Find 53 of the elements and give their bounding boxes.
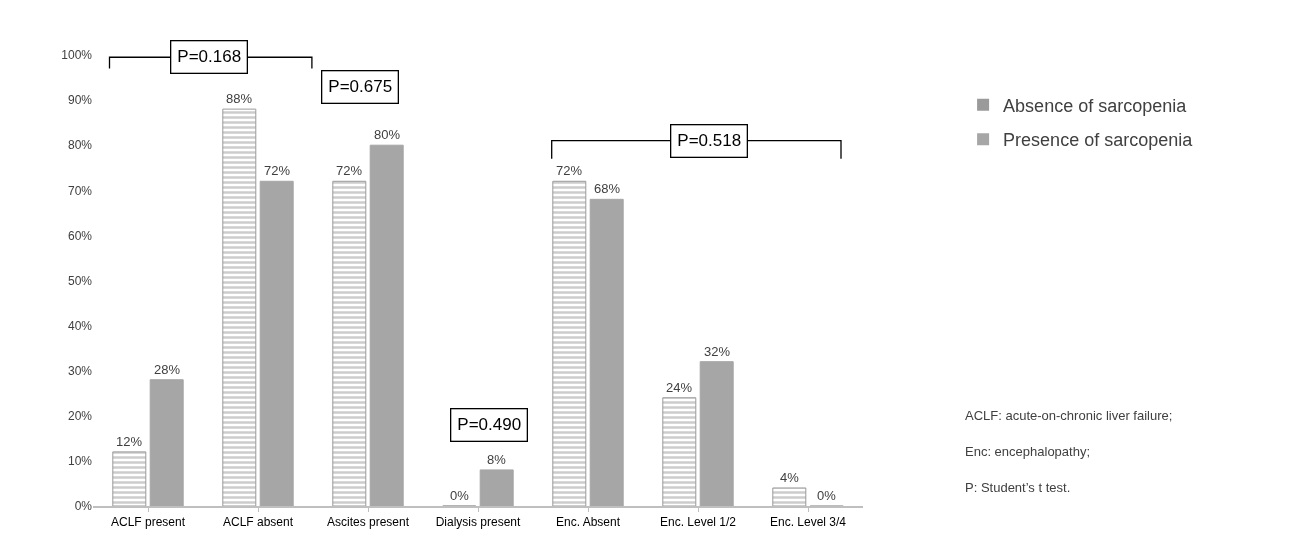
text: P: Student’s t test.	[965, 480, 1071, 495]
y-tick-label: 50%	[67, 273, 93, 288]
data-label: 8%	[487, 452, 507, 467]
y-tick-label: 10%	[67, 454, 93, 469]
bar	[479, 469, 514, 506]
y-tick-label: 80%	[67, 138, 93, 153]
y-tick-label: 70%	[67, 183, 93, 198]
y-tick-label: 20%	[67, 409, 93, 423]
bar	[772, 487, 807, 506]
bar	[149, 379, 184, 506]
annotation: P=0.675	[328, 77, 393, 97]
data-label: 80%	[374, 127, 401, 142]
data-label: 72%	[336, 163, 363, 178]
bar	[369, 144, 404, 506]
text: Enc: encephalopathy;	[965, 444, 1091, 459]
data-label: 68%	[594, 181, 621, 196]
legend-label: Presence of sarcopenia	[1003, 130, 1194, 151]
annotation: P=0.518	[677, 131, 742, 151]
bar	[332, 180, 367, 506]
bar	[552, 180, 587, 506]
y-tick-label: 60%	[67, 228, 93, 243]
legend-label: Absence of sarcopenia	[1003, 95, 1188, 116]
y-tick-label: 90%	[67, 93, 93, 108]
x-tick-label: Enc. Level 1/2	[659, 515, 737, 530]
x-tick-label: Enc. Absent	[555, 515, 621, 530]
x-tick-label: Ascites present	[326, 515, 410, 530]
bar	[699, 361, 734, 506]
x-tick-label: ACLF absent	[222, 515, 294, 530]
text: ACLF: acute-on-chronic liver failure;	[965, 408, 1173, 423]
data-label: 0%	[450, 488, 470, 503]
data-label: 32%	[704, 344, 731, 359]
bar	[222, 108, 257, 506]
y-tick-label: 40%	[67, 318, 93, 333]
data-label: 88%	[226, 91, 253, 106]
data-label: 72%	[264, 163, 291, 178]
data-label: 12%	[116, 434, 143, 449]
data-label: 4%	[780, 470, 800, 485]
bar	[259, 180, 294, 506]
bar	[589, 198, 624, 506]
data-label: 0%	[817, 488, 837, 503]
data-label: 72%	[556, 163, 583, 178]
bar	[112, 451, 147, 506]
annotation: P=0.168	[177, 47, 242, 67]
data-label: 24%	[666, 380, 693, 395]
bar	[662, 397, 697, 506]
data-label: 28%	[154, 362, 181, 377]
y-tick-label: 100%	[61, 48, 93, 63]
x-tick-label: Dialysis present	[435, 515, 522, 530]
annotation: P=0.490	[457, 415, 522, 435]
x-tick-label: Enc. Level 3/4	[769, 515, 847, 530]
y-tick-label: 0%	[74, 499, 93, 514]
x-tick-label: ACLF present	[110, 515, 186, 530]
y-tick-label: 30%	[67, 363, 93, 378]
